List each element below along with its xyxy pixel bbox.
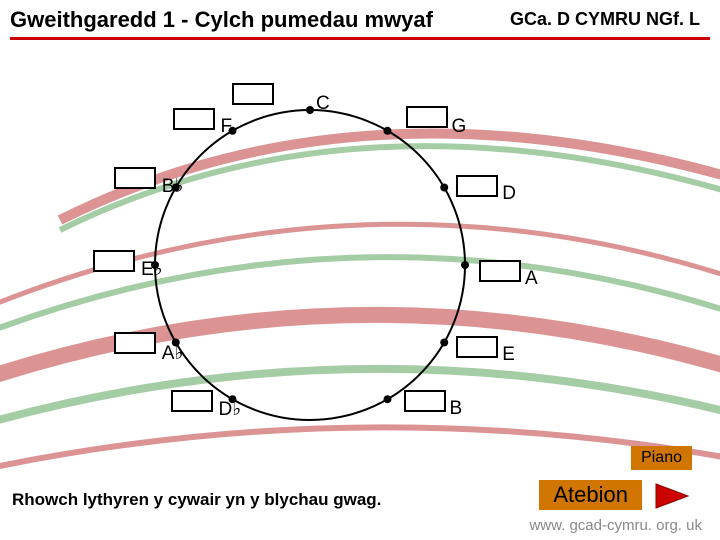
- node-dot: [384, 395, 392, 403]
- answer-box[interactable]: [456, 336, 498, 358]
- node-dot: [440, 339, 448, 347]
- node-dot: [440, 184, 448, 192]
- note-label: B♭: [162, 175, 184, 198]
- page-title: Gweithgaredd 1 - Cylch pumedau mwyaf: [10, 7, 510, 33]
- play-icon[interactable]: [652, 480, 692, 512]
- header: Gweithgaredd 1 - Cylch pumedau mwyaf GCa…: [10, 6, 710, 40]
- background-curve: [0, 427, 720, 470]
- background-curve: [60, 146, 720, 230]
- answer-box[interactable]: [114, 332, 156, 354]
- answer-box[interactable]: [93, 250, 135, 272]
- node-dot: [306, 106, 314, 114]
- node-dot: [384, 127, 392, 135]
- answer-box[interactable]: [456, 175, 498, 197]
- background-curve: [0, 369, 720, 425]
- answers-button[interactable]: Atebion: [539, 480, 642, 510]
- note-label: E: [502, 344, 515, 366]
- answer-box[interactable]: [173, 108, 215, 130]
- note-label: A: [525, 268, 538, 290]
- piano-button[interactable]: Piano: [631, 446, 692, 470]
- answer-box[interactable]: [114, 167, 156, 189]
- answer-box[interactable]: [406, 106, 448, 128]
- note-label: G: [452, 116, 467, 138]
- note-label: D: [502, 183, 516, 205]
- note-label: F: [221, 116, 233, 138]
- header-right-label: GCa. D CYMRU NGf. L: [510, 9, 710, 30]
- footer-url: www. gcad-cymru. org. uk: [529, 517, 702, 534]
- note-label: C: [316, 93, 330, 115]
- answer-box[interactable]: [479, 260, 521, 282]
- note-label: D♭: [219, 398, 242, 421]
- instruction-text: Rhowch lythyren y cywair yn y blychau gw…: [12, 490, 381, 510]
- answer-box[interactable]: [232, 83, 274, 105]
- answer-box[interactable]: [404, 390, 446, 412]
- note-label: B: [450, 398, 463, 420]
- note-label: E♭: [141, 258, 163, 281]
- answer-box[interactable]: [171, 390, 213, 412]
- node-dot: [461, 261, 469, 269]
- note-label: A♭: [162, 342, 184, 365]
